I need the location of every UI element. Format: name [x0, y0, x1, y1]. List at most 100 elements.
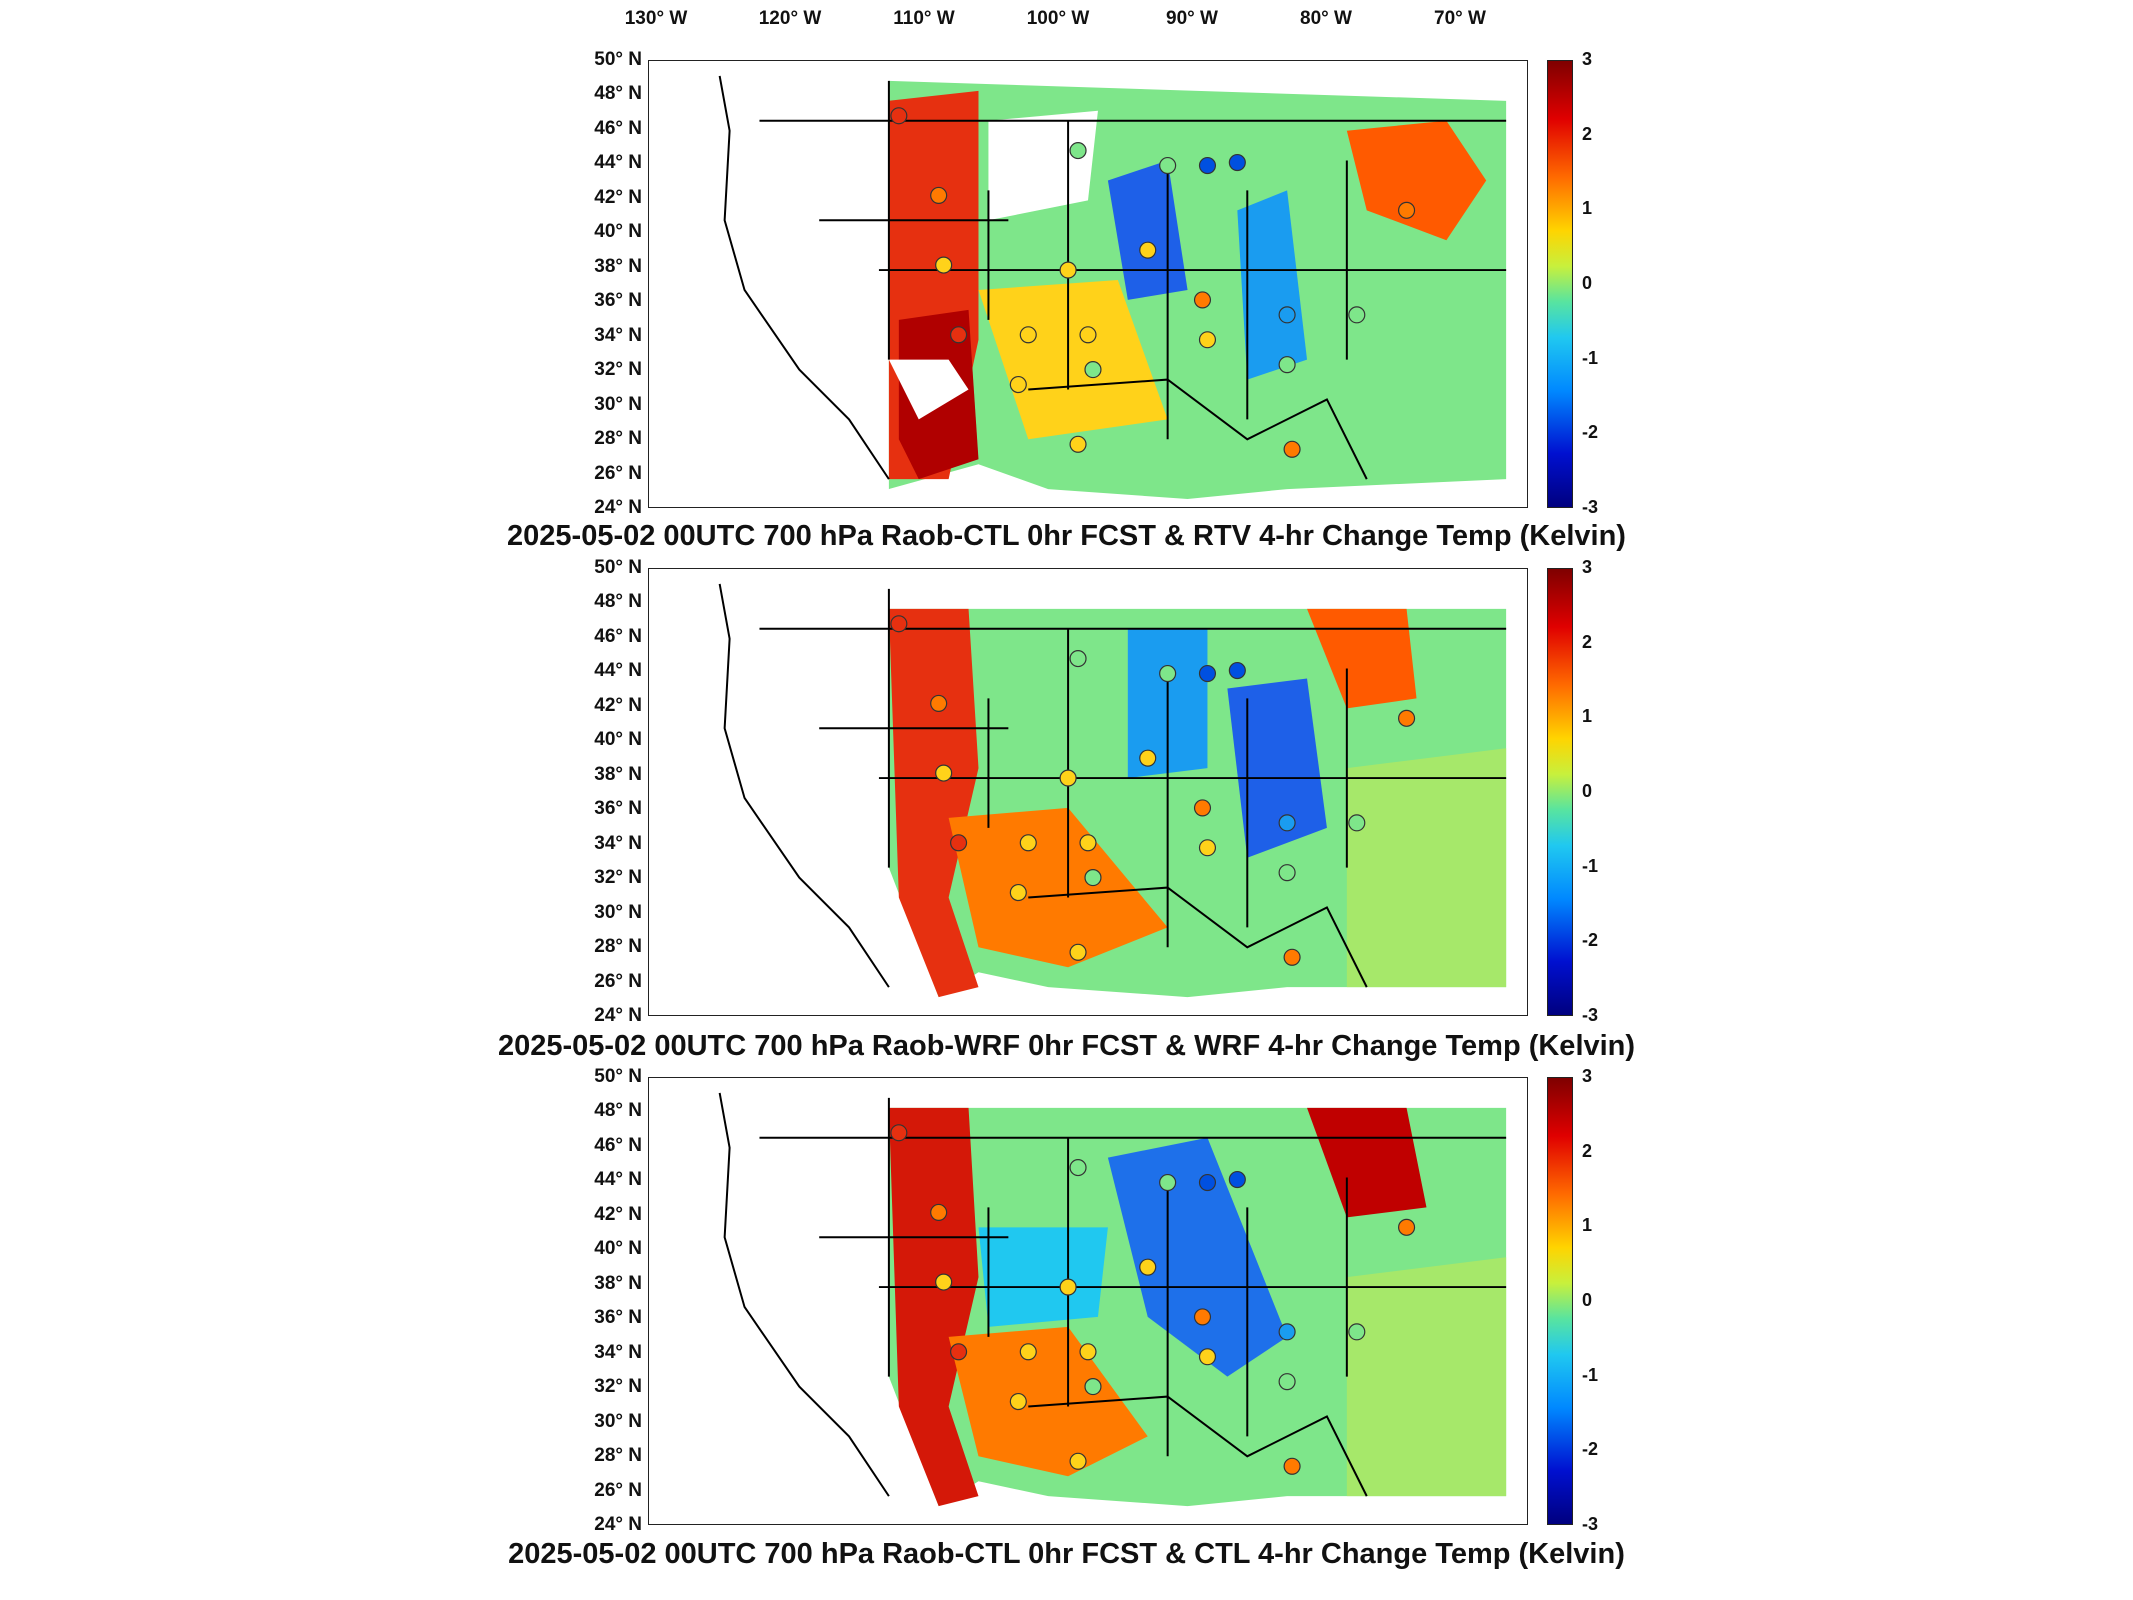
raob-station	[1084, 1378, 1102, 1396]
lat-tick-label: 50° N	[594, 557, 642, 578]
lon-tick-label: 100° W	[1026, 8, 1090, 29]
lat-tick-label: 36° N	[594, 798, 642, 820]
raob-station	[1159, 156, 1177, 175]
temperature-change-map	[718, 75, 1507, 500]
colorbar-tick-label: 0	[1582, 781, 1593, 801]
raob-station	[1228, 661, 1246, 680]
warm-region	[948, 807, 1168, 968]
colorbar-tick-label: 1	[1582, 198, 1593, 219]
lat-tick-label: 34° N	[594, 1341, 642, 1363]
raob-station	[1069, 943, 1087, 961]
colorbar-tick-label: 3	[1582, 557, 1593, 577]
raob-station	[1009, 883, 1027, 902]
map-frame	[648, 568, 1528, 1016]
colorbar	[1547, 60, 1573, 508]
lat-tick-label: 24° N	[594, 497, 642, 518]
cool-region	[978, 1227, 1108, 1327]
lat-tick-label: 38° N	[594, 763, 642, 785]
raob-station	[1069, 1159, 1087, 1177]
lat-tick-label: 42° N	[594, 694, 642, 716]
raob-station	[1084, 361, 1102, 379]
map-frame	[648, 60, 1528, 508]
raob-station	[1139, 749, 1157, 767]
lat-tick-label: 38° N	[594, 255, 642, 277]
raob-station	[1278, 1323, 1296, 1341]
hot-region	[1307, 1107, 1427, 1218]
lat-tick-label: 28° N	[594, 936, 642, 958]
raob-station	[930, 694, 948, 712]
lat-tick-label: 48° N	[594, 83, 642, 105]
lat-tick-label: 48° N	[594, 1100, 642, 1122]
lon-tick-label: 80° W	[1300, 8, 1352, 29]
lat-tick-label: 30° N	[594, 1410, 642, 1432]
warm-region	[888, 608, 979, 998]
warm-region	[1307, 608, 1417, 709]
colorbar-tick-label: -1	[1582, 855, 1599, 876]
lat-tick-label: 36° N	[594, 290, 642, 312]
raob-station	[1009, 1392, 1027, 1411]
lat-tick-label: 40° N	[594, 729, 642, 751]
raob-station	[1348, 306, 1366, 324]
raob-station	[1198, 1348, 1217, 1366]
raob-station	[890, 107, 908, 125]
warm-region	[948, 1326, 1148, 1477]
neutral-region	[1346, 1257, 1507, 1497]
raob-station	[1348, 1323, 1366, 1341]
raob-station	[930, 1203, 948, 1221]
lat-tick-label: 26° N	[594, 1479, 642, 1501]
state-borders	[718, 583, 1507, 988]
raob-station	[1059, 769, 1077, 787]
missing-data-region	[888, 359, 969, 420]
raob-station	[1278, 356, 1296, 374]
temperature-change-map	[718, 1092, 1507, 1507]
mild-region	[978, 280, 1168, 440]
raob-station	[1019, 1343, 1037, 1361]
lat-tick-label: 32° N	[594, 1376, 642, 1398]
raob-station	[1348, 814, 1366, 832]
cool-region	[1237, 190, 1308, 380]
raob-station	[1193, 1308, 1212, 1326]
panel-title: 2025-05-02 00UTC 700 hPa Raob-CTL 0hr FC…	[508, 1538, 1625, 1570]
raob-station	[1079, 326, 1097, 344]
lat-tick-label: 26° N	[594, 970, 642, 992]
warm-region	[1346, 120, 1487, 241]
lat-tick-label: 36° N	[594, 1307, 642, 1329]
colorbar-tick-label: -2	[1582, 422, 1599, 443]
warm-region	[888, 1107, 979, 1507]
raob-station	[1059, 261, 1077, 279]
raob-station	[1019, 326, 1037, 344]
raob-station	[935, 764, 953, 782]
lat-tick-label: 30° N	[594, 901, 642, 923]
raob-station	[1278, 864, 1296, 882]
panel-title: 2025-05-02 00UTC 700 hPa Raob-WRF 0hr FC…	[497, 1030, 1636, 1062]
colorbar-tick-label: -3	[1582, 1005, 1599, 1025]
neutral-region	[1346, 748, 1507, 988]
raob-station	[1069, 435, 1087, 453]
lat-tick-label: 40° N	[594, 221, 642, 243]
lat-tick-label: 40° N	[594, 1238, 642, 1260]
lat-tick-label: 28° N	[594, 428, 642, 450]
colorbar-tick-label: 2	[1582, 631, 1593, 652]
lon-tick-label: 70° W	[1434, 8, 1486, 29]
raob-station	[1278, 814, 1296, 832]
panel-title: 2025-05-02 00UTC 700 hPa Raob-CTL 0hr FC…	[507, 520, 1626, 552]
raob-station	[1069, 142, 1087, 160]
temperature-change-map	[718, 583, 1507, 998]
raob-station	[890, 615, 908, 633]
colorbar-tick-label: 0	[1582, 1290, 1593, 1310]
lat-tick-label: 30° N	[594, 393, 642, 415]
colorbar-tick-label: 3	[1582, 1066, 1593, 1086]
lat-tick-label: 42° N	[594, 186, 642, 208]
lat-tick-label: 44° N	[594, 660, 642, 682]
raob-station	[1198, 664, 1217, 683]
raob-station	[890, 1124, 908, 1142]
colorbar-tick-label: -1	[1582, 347, 1599, 368]
lat-tick-label: 42° N	[594, 1203, 642, 1225]
raob-station	[950, 834, 968, 852]
map-frame	[648, 1077, 1528, 1525]
raob-station	[1398, 709, 1416, 727]
raob-station	[1398, 1218, 1416, 1236]
raob-station	[1283, 440, 1301, 458]
raob-station	[1193, 291, 1212, 309]
lat-tick-label: 44° N	[594, 152, 642, 174]
